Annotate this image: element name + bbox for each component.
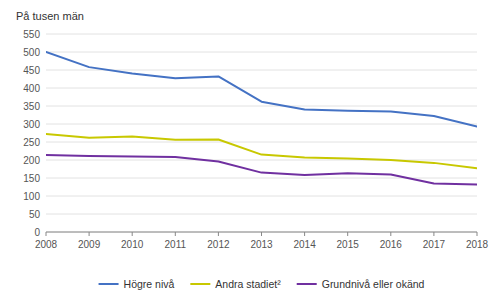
- grid: [46, 34, 477, 232]
- x-tick-label: 2013: [250, 239, 273, 250]
- y-tick-label: 550: [23, 29, 40, 40]
- x-tick: [132, 232, 133, 236]
- chart: 0 50 100 150 200 250 300 350 400 450 500 550 2008 200…: [0, 0, 491, 302]
- x-tick: [46, 232, 47, 236]
- grid-line: [46, 214, 477, 215]
- x-tick: [477, 232, 478, 236]
- legend-item: Grundnivå eller okänd: [297, 278, 425, 290]
- y-tick-label: 150: [23, 173, 40, 184]
- legend-swatch: [190, 283, 210, 285]
- y-tick-label: 200: [23, 155, 40, 166]
- x-tick: [390, 232, 391, 236]
- x-tick: [304, 232, 305, 236]
- y-tick-label: 250: [23, 137, 40, 148]
- legend-swatch: [297, 283, 317, 285]
- x-tick: [261, 232, 262, 236]
- grid-line: [46, 52, 477, 53]
- x-tick-label: 2016: [380, 239, 403, 250]
- series-line: [46, 134, 477, 168]
- x-tick-label: 2010: [121, 239, 144, 250]
- series-lines: [46, 52, 477, 184]
- grid-line: [46, 34, 477, 35]
- x-tick: [433, 232, 434, 236]
- grid-line: [46, 160, 477, 161]
- y-tick-label: 450: [23, 65, 40, 76]
- legend-swatch: [99, 283, 119, 285]
- y-axis-label: På tusen män: [16, 10, 84, 22]
- legend: Högre nivå Andra stadiet² Grundnivå eller …: [99, 278, 425, 290]
- grid-line: [46, 88, 477, 89]
- legend-label: Andra stadiet²: [215, 278, 281, 290]
- x-tick-label: 2008: [35, 239, 58, 250]
- y-tick-label: 50: [29, 209, 41, 220]
- legend-item: Högre nivå: [99, 278, 175, 290]
- x-tick-label: 2017: [423, 239, 446, 250]
- y-tick-label: 300: [23, 119, 40, 130]
- x-tick: [89, 232, 90, 236]
- y-tick-label: 0: [34, 227, 40, 238]
- series-line: [46, 155, 477, 185]
- x-tick-label: 2009: [78, 239, 101, 250]
- x-tick-label: 2014: [293, 239, 316, 250]
- grid-line: [46, 124, 477, 125]
- x-tick-label: 2018: [466, 239, 489, 250]
- y-tick-label: 100: [23, 191, 40, 202]
- legend-label: Högre nivå: [124, 278, 175, 290]
- x-tick: [218, 232, 219, 236]
- grid-line: [46, 142, 477, 143]
- series-line: [46, 52, 477, 127]
- grid-line: [46, 106, 477, 107]
- y-tick-label: 500: [23, 47, 40, 58]
- y-tick-label: 400: [23, 83, 40, 94]
- x-tick-label: 2011: [165, 239, 187, 250]
- x-tick: [175, 232, 176, 236]
- x-tick-label: 2015: [337, 239, 360, 250]
- legend-label: Grundnivå eller okänd: [322, 278, 425, 290]
- grid-line: [46, 196, 477, 197]
- x-tick: [347, 232, 348, 236]
- y-tick-label: 350: [23, 101, 40, 112]
- x-tick-label: 2012: [207, 239, 230, 250]
- legend-item: Andra stadiet²: [190, 278, 281, 290]
